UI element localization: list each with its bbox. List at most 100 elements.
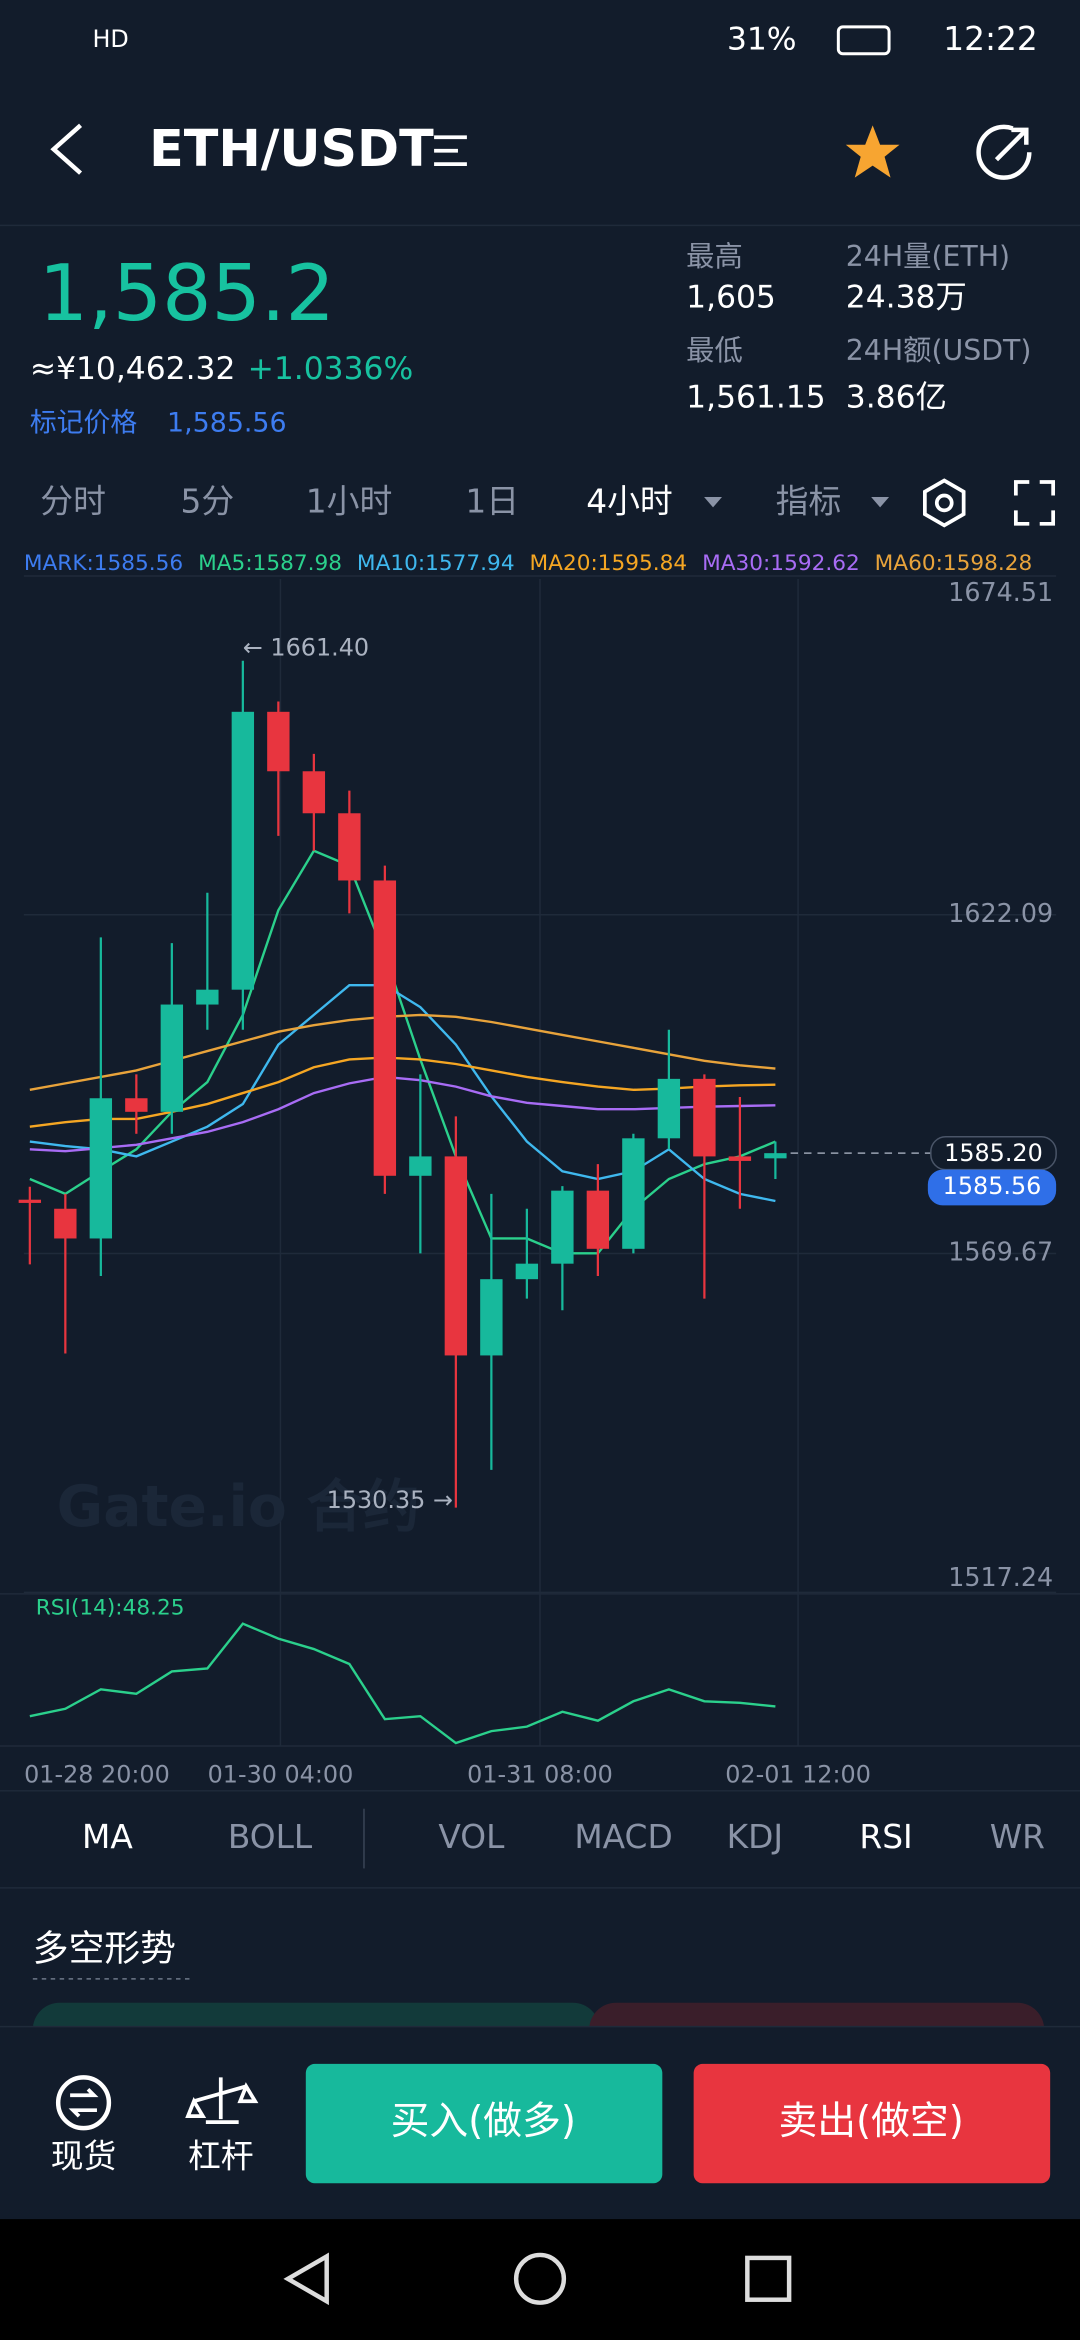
candle-body: [586, 1190, 610, 1249]
candle-body: [480, 1279, 503, 1356]
candle-body: [302, 771, 326, 814]
candle-body: [693, 1078, 716, 1157]
status-icons: HD: [92, 25, 128, 53]
settings-dot: [934, 493, 954, 513]
x-tick-label: 01-28 20:00: [24, 1760, 170, 1788]
ma-line: [29, 1075, 776, 1153]
legend-entry: MARK:1585.56: [24, 551, 183, 576]
section-title[interactable]: 多空形势: [33, 1928, 176, 1969]
share-arrow: [994, 127, 1029, 162]
candle-body: [657, 1078, 681, 1139]
y-tick-label: 1674.51: [948, 577, 1053, 607]
stat-label: 最高: [686, 240, 743, 273]
candle-body: [551, 1190, 574, 1264]
indicator-tab[interactable]: KDJ: [727, 1818, 783, 1856]
candle-body: [18, 1199, 42, 1203]
leverage-icon[interactable]: [185, 2077, 259, 2124]
spot-arrows: [68, 2087, 99, 2118]
candle-body: [125, 1098, 148, 1112]
nav-bar: [0, 2219, 1080, 2340]
battery-icon: [836, 25, 891, 56]
leverage-label[interactable]: 杠杆: [188, 2137, 254, 2175]
x-tick-label: 02-01 12:00: [725, 1760, 871, 1788]
ma-line: [29, 1013, 776, 1092]
y-tick-label: 1569.67: [948, 1237, 1053, 1267]
last-price-label: 1585.20: [944, 1139, 1043, 1167]
indicator-tab[interactable]: BOLL: [228, 1818, 313, 1856]
nav-home[interactable]: [513, 2252, 567, 2305]
candle-body: [89, 1098, 113, 1239]
spot-icon[interactable]: [55, 2075, 112, 2131]
stat-label: 最低: [686, 334, 743, 367]
candle-body: [231, 711, 255, 990]
mark-label: 标记价格: [30, 407, 138, 438]
candle-body: [373, 880, 397, 1176]
clock: 12:22: [943, 20, 1038, 58]
stat-value: 3.86亿: [846, 379, 947, 415]
stat-value: 1,605: [686, 279, 776, 315]
indicator-tab[interactable]: WR: [990, 1818, 1045, 1856]
y-tick-label: 1622.09: [948, 898, 1053, 928]
battery: 31%: [727, 21, 797, 57]
indicator-tab[interactable]: MA: [82, 1818, 133, 1856]
candle-body: [728, 1156, 752, 1161]
legend-entry: MA30:1592.62: [702, 551, 860, 576]
back-button[interactable]: [50, 123, 83, 175]
candle-body: [196, 989, 219, 1005]
cny-price: ≈¥10,462.32: [30, 351, 236, 387]
rsi-label: RSI(14):48.25: [36, 1596, 185, 1621]
last-price: 1,585.2: [39, 249, 335, 339]
pair-title[interactable]: ETH/USDT: [149, 119, 434, 178]
spot-label[interactable]: 现货: [51, 2137, 117, 2175]
buy-label[interactable]: 买入(做多): [391, 2099, 576, 2144]
ma-line: [29, 983, 776, 1203]
ma-line: [29, 849, 776, 1255]
pair-menu-icon[interactable]: [434, 135, 467, 167]
settings-button[interactable]: [922, 478, 966, 528]
mark-price-label: 1585.56: [943, 1172, 1042, 1200]
nav-back[interactable]: [283, 2252, 329, 2306]
candle-body: [409, 1156, 432, 1176]
nav-recent[interactable]: [745, 2255, 792, 2302]
interval-tab[interactable]: 5分: [180, 482, 234, 520]
x-tick-label: 01-31 08:00: [467, 1760, 613, 1788]
buy-button[interactable]: [305, 2063, 663, 2184]
indicator-tab[interactable]: RSI: [859, 1818, 912, 1856]
sell-label[interactable]: 卖出(做空): [778, 2099, 963, 2144]
watermark: Gate.io 合约: [57, 1474, 420, 1540]
share-button[interactable]: [976, 124, 1032, 180]
stat-label: 24H量(ETH): [846, 240, 1010, 273]
interval-tab[interactable]: 4小时: [586, 482, 672, 520]
mark-value: 1,585.56: [167, 407, 287, 438]
x-tick-label: 01-30 04:00: [208, 1760, 354, 1788]
legend-entry: MA10:1577.94: [357, 551, 515, 576]
candle-body: [54, 1208, 77, 1239]
candle-body: [338, 813, 361, 881]
fullscreen-button[interactable]: [1013, 480, 1056, 526]
dropdown-arrow: [704, 496, 722, 508]
change-percent: +1.0336%: [248, 351, 414, 387]
high-annotation: ← 1661.40: [243, 633, 369, 661]
candle-body: [764, 1153, 787, 1159]
rsi-line: [29, 1622, 776, 1745]
legend-entry: MA60:1598.28: [875, 551, 1033, 576]
legend-entry: MA20:1595.84: [530, 551, 688, 576]
candle-body: [444, 1156, 468, 1356]
dropdown-arrow: [871, 496, 890, 508]
favorite-star[interactable]: [845, 125, 900, 178]
candlestick-chart: MARK:1585.56 MA5:1587.98 MA10:1577.94 MA20:…: [0, 551, 1080, 1788]
interval-tab[interactable]: 1日: [465, 482, 519, 520]
stat-label: 24H额(USDT): [846, 334, 1032, 367]
interval-tab[interactable]: 分时: [40, 482, 106, 520]
y-tick-label: 1517.24: [948, 1562, 1053, 1592]
stat-value: 1,561.15: [686, 379, 825, 415]
ma-line: [29, 1056, 776, 1128]
interval-tab[interactable]: 指标: [776, 482, 842, 520]
candle-body: [515, 1263, 539, 1280]
interval-tab[interactable]: 1小时: [306, 482, 392, 520]
candle-body: [622, 1138, 645, 1249]
sell-button[interactable]: [693, 2063, 1051, 2184]
indicator-tab[interactable]: MACD: [574, 1818, 672, 1856]
indicator-tab[interactable]: VOL: [438, 1818, 505, 1856]
